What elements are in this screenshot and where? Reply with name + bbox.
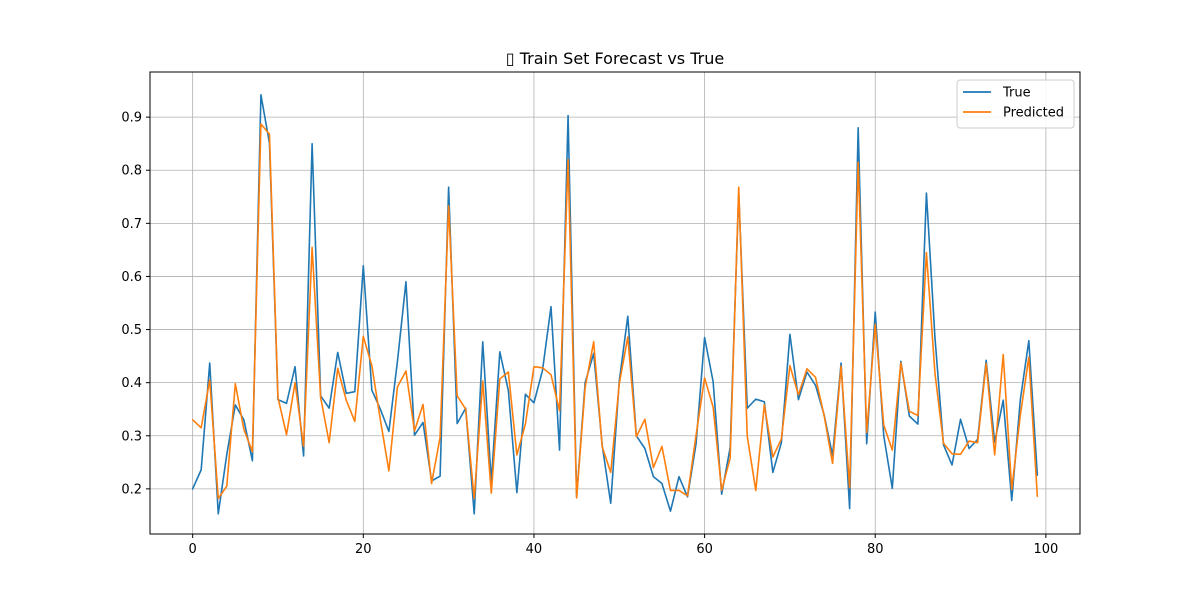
series-line-true xyxy=(191,94,1039,515)
grid-lines xyxy=(150,72,1080,534)
legend-label-true: True xyxy=(1002,86,1031,101)
series-layer xyxy=(191,94,1039,515)
x-tick-label: 100 xyxy=(1033,542,1058,557)
y-axis-ticks: 0.2 0.3 0.4 0.5 0.6 0.7 0.8 0.9 xyxy=(121,111,150,497)
legend-label-predicted: Predicted xyxy=(1003,106,1064,121)
y-tick-label: 0.2 xyxy=(121,482,142,497)
y-tick-label: 0.6 xyxy=(121,270,142,285)
x-tick-label: 40 xyxy=(526,542,543,557)
y-tick-label: 0.9 xyxy=(121,111,142,126)
x-tick-label: 80 xyxy=(867,542,884,557)
y-tick-label: 0.7 xyxy=(121,217,142,232)
chart-title: ▯ Train Set Forecast vs True xyxy=(506,49,724,68)
y-tick-label: 0.4 xyxy=(121,376,142,391)
x-axis-ticks: 0 20 40 60 80 100 xyxy=(189,534,1058,557)
x-tick-label: 20 xyxy=(355,542,372,557)
legend: True Predicted xyxy=(956,79,1075,129)
y-tick-label: 0.3 xyxy=(121,429,142,444)
y-tick-label: 0.5 xyxy=(121,323,142,338)
plot-area-frame xyxy=(149,71,1081,535)
x-tick-label: 0 xyxy=(189,542,197,557)
x-tick-label: 60 xyxy=(696,542,713,557)
series-line-predicted xyxy=(191,123,1039,500)
y-tick-label: 0.8 xyxy=(121,164,142,179)
